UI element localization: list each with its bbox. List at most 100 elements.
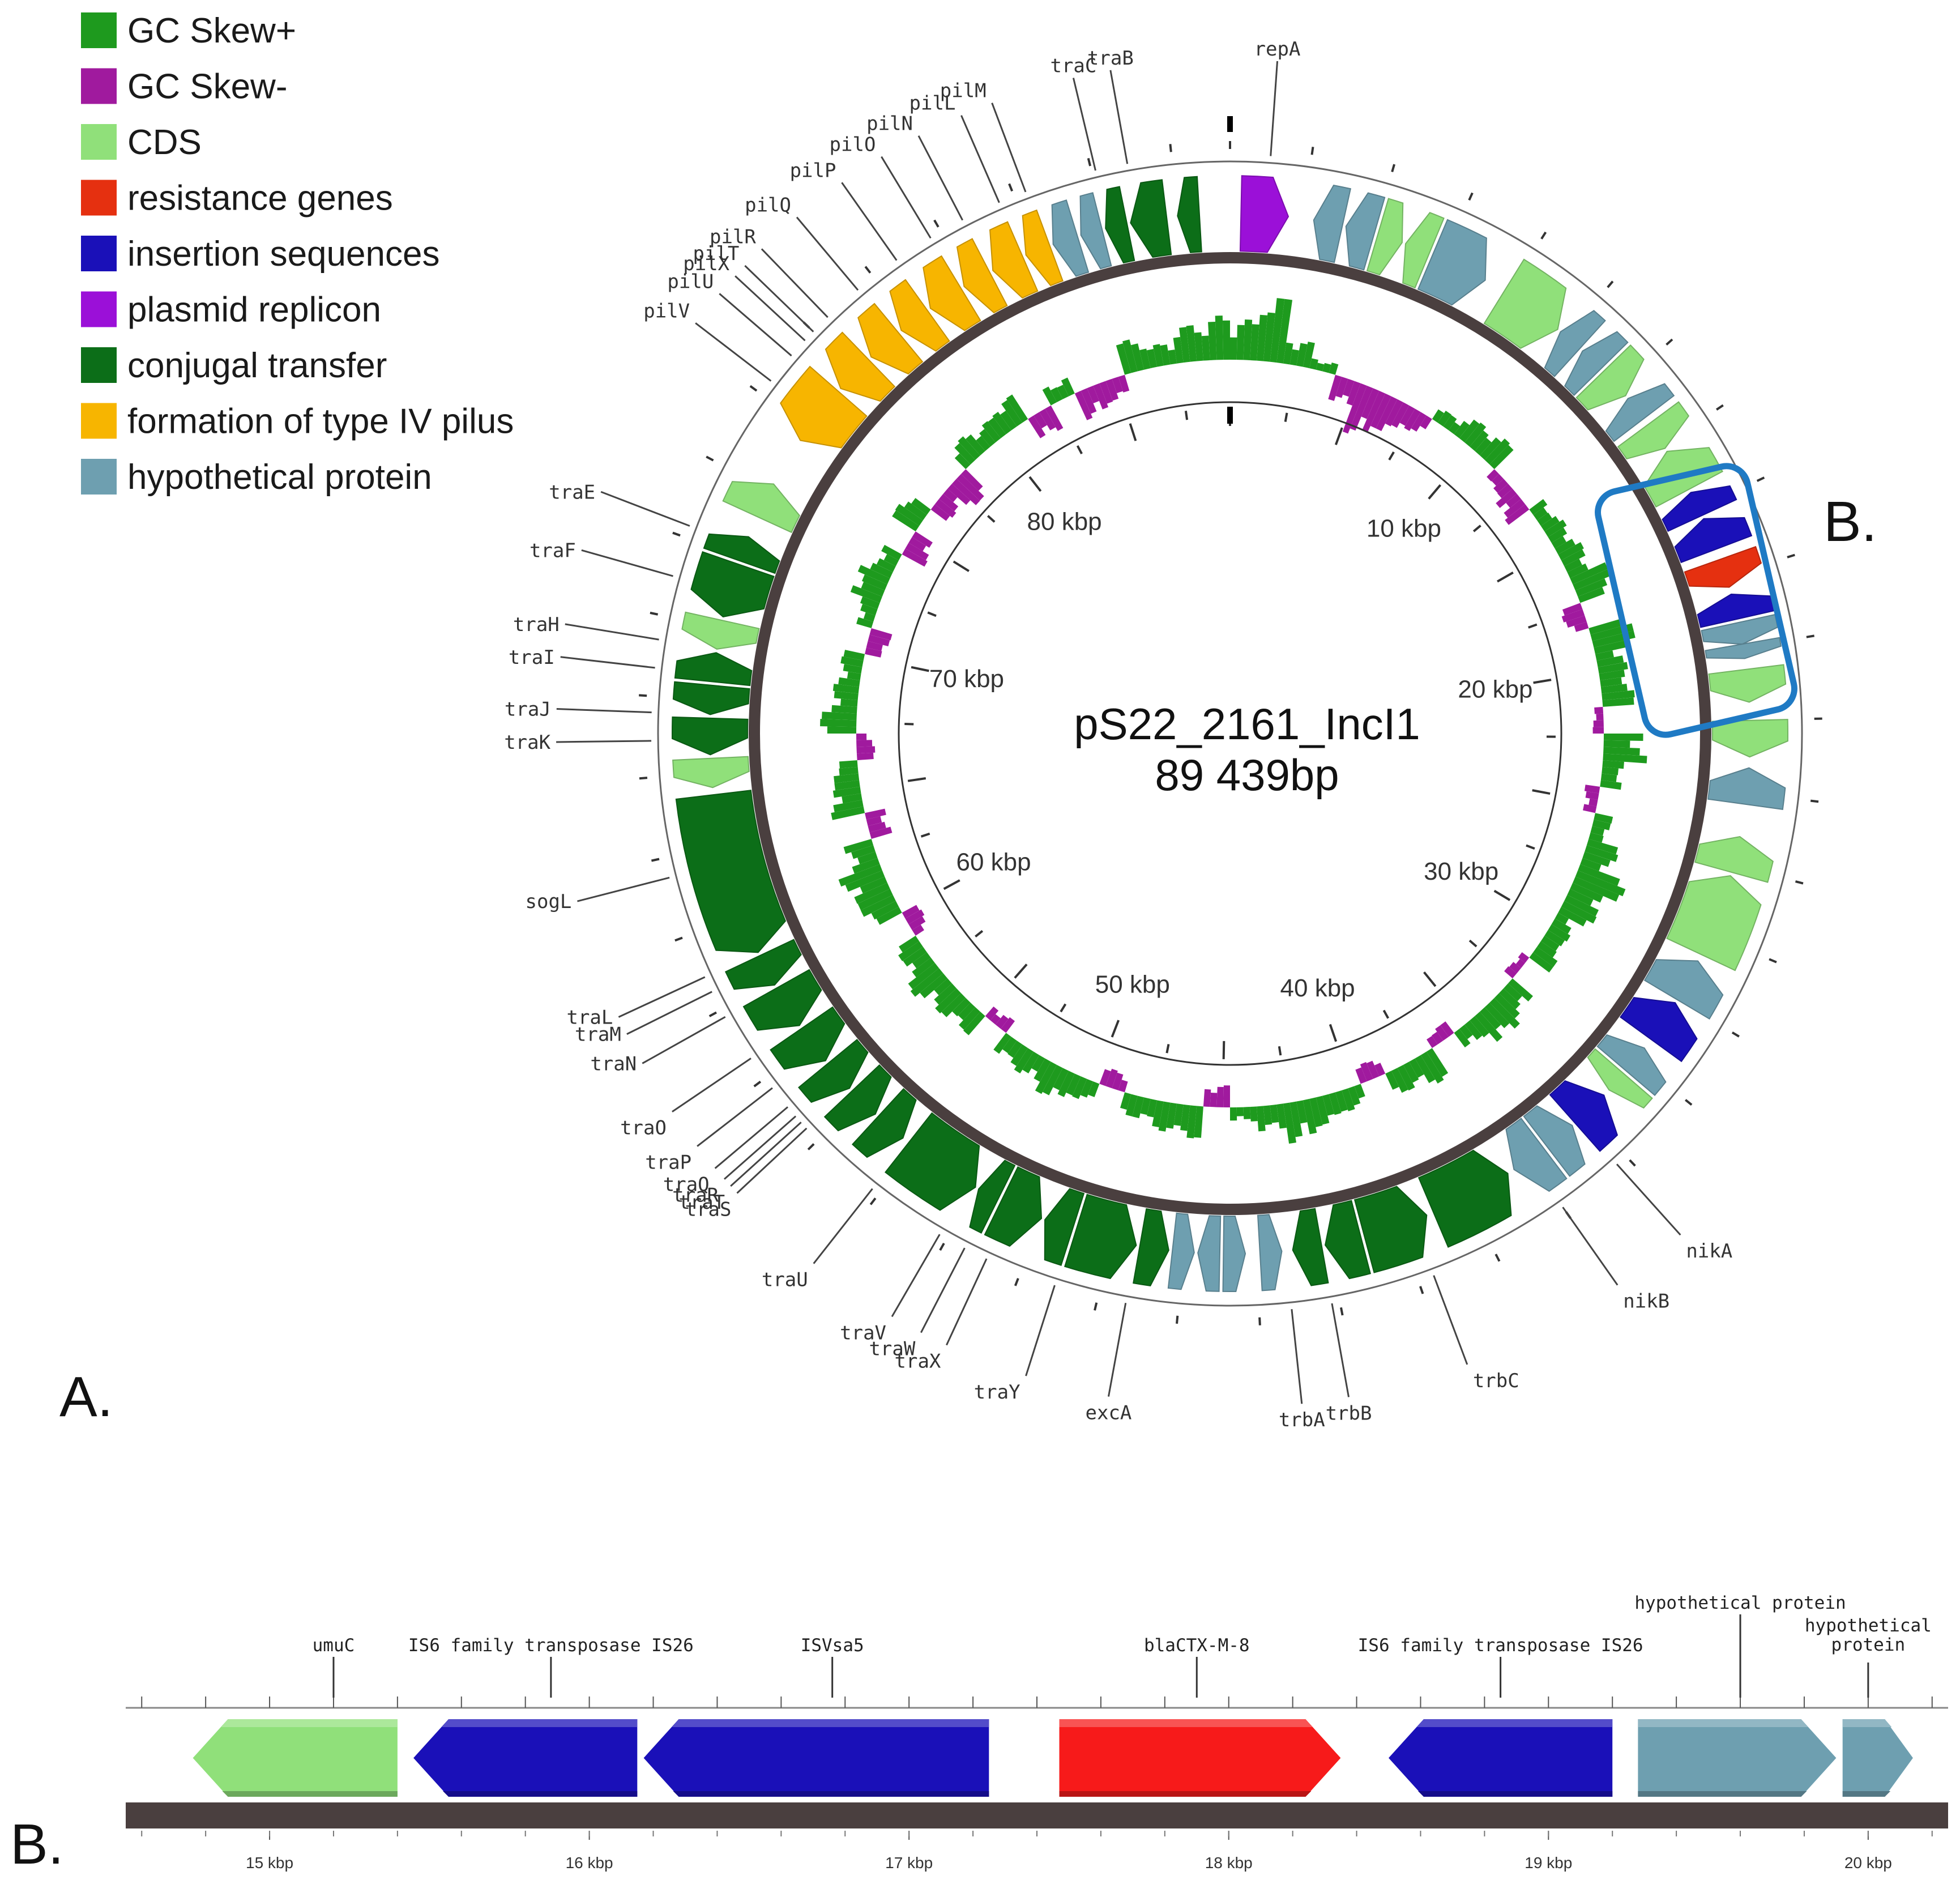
gc-skew-positive	[1270, 1104, 1279, 1123]
gc-skew-positive	[934, 983, 956, 1005]
gene-leader	[719, 293, 792, 357]
outer-tick	[1810, 799, 1819, 803]
linear-feature-insertion	[643, 1719, 989, 1797]
gc-skew-positive	[993, 1033, 1011, 1054]
inner-tick	[975, 930, 984, 937]
gc-skew-positive	[1354, 1084, 1365, 1099]
gc-skew-positive	[958, 436, 980, 460]
outer-tick	[672, 531, 681, 537]
gene-label-trbA: trbA	[1279, 1409, 1325, 1431]
plasmid-name: pS22_2161_IncI1	[1074, 699, 1420, 749]
gc-skew-negative	[905, 543, 929, 561]
gc-skew-positive	[1289, 349, 1300, 366]
linear-feature-shadow	[443, 1791, 638, 1797]
gene-leader	[841, 182, 898, 261]
gc-skew-positive	[1564, 559, 1582, 573]
inner-tick	[1129, 423, 1137, 441]
linear-feature-hypothetical	[1842, 1719, 1913, 1797]
gene-leader	[917, 135, 963, 221]
gc-skew-positive	[1603, 753, 1647, 764]
gc-skew-positive	[1007, 1041, 1023, 1058]
inner-tick	[1014, 964, 1028, 979]
outer-tick	[706, 455, 714, 462]
gc-skew-positive	[843, 664, 862, 674]
gc-skew-positive	[958, 1002, 976, 1020]
feature-pilus	[780, 365, 868, 449]
feature-hypothetical	[1257, 1214, 1283, 1291]
feature-conjugal	[823, 1064, 892, 1132]
gc-skew-positive	[1152, 344, 1164, 367]
linear-feature-shadow	[1638, 1791, 1807, 1797]
gc-skew-positive	[1420, 1051, 1444, 1084]
gc-skew-negative	[1505, 504, 1530, 525]
outer-tick	[1806, 634, 1814, 638]
gene-label-traB: traB	[1087, 47, 1134, 70]
gene-leader	[1562, 1207, 1619, 1286]
outer-tick	[869, 1197, 877, 1205]
feature-hypothetical	[1523, 1105, 1586, 1177]
inner-tick	[1528, 623, 1538, 629]
gc-skew-positive	[1348, 1086, 1361, 1106]
gc-skew-positive	[1122, 339, 1138, 373]
legend-label: formation of type IV pilus	[127, 402, 514, 441]
gene-leader	[813, 1188, 873, 1264]
gene-leader	[642, 1016, 726, 1064]
gc-skew-positive	[1057, 385, 1069, 399]
gc-skew-positive	[820, 719, 857, 727]
feature-pilus	[857, 302, 924, 375]
gc-skew-positive	[1140, 1097, 1151, 1115]
linear-tick-label: 15 kbp	[246, 1854, 293, 1872]
legend-swatch	[81, 403, 117, 439]
inner-tick	[943, 879, 960, 890]
feature-hypothetical	[1313, 185, 1352, 263]
feature-insertion	[1549, 1080, 1619, 1152]
gc-skew-positive	[852, 858, 880, 874]
gc-skew-negative	[1589, 798, 1598, 807]
gene-label-traO: traO	[620, 1117, 667, 1140]
feature-cds	[1483, 258, 1567, 349]
gc-skew-positive	[1270, 298, 1285, 363]
gc-skew-positive	[1309, 358, 1318, 370]
gc-skew-positive	[1459, 419, 1480, 443]
gc-skew-negative	[1093, 383, 1109, 410]
gc-skew-positive	[871, 901, 899, 920]
gene-label-traT: traT	[678, 1191, 725, 1214]
gene-leader	[881, 156, 932, 239]
feature-hypothetical	[1051, 199, 1090, 277]
gc-skew-positive	[1263, 1105, 1272, 1126]
linear-map: 15 kbp 16 kbp 17 kbp 18 kbp 19 kbp 20 kbp umuC…	[126, 1593, 1948, 1872]
feature-conjugal	[1292, 1208, 1329, 1286]
outer-tick	[749, 385, 758, 392]
inner-tick	[1111, 1020, 1120, 1038]
inner-tick	[907, 777, 926, 782]
linear-feature-insertion	[413, 1719, 638, 1797]
gc-skew-negative	[1203, 1089, 1211, 1107]
gc-skew-positive	[1014, 1048, 1034, 1074]
gene-label-traQ: traQ	[663, 1174, 710, 1196]
gc-skew-negative	[1099, 381, 1113, 404]
gc-skew-positive	[1180, 1104, 1190, 1131]
gc-skew-positive	[1385, 1071, 1399, 1090]
gc-skew-negative	[1585, 791, 1599, 800]
gc-skew-negative	[1328, 374, 1342, 401]
gc-skew-positive	[1130, 343, 1145, 372]
gene-leader	[556, 707, 652, 714]
gc-skew-positive	[1186, 1105, 1197, 1139]
gc-skew-negative	[912, 531, 933, 548]
gc-skew-positive	[1215, 316, 1224, 360]
outer-tick	[639, 694, 647, 697]
inner-tick	[1526, 844, 1535, 850]
gc-skew-negative	[1118, 374, 1130, 393]
gene-label-pilL: pilL	[909, 92, 956, 115]
linear-feature-label: IS6 family transposase IS26	[1358, 1635, 1643, 1656]
legend-swatch	[81, 124, 117, 160]
gc-skew-positive	[1034, 1058, 1051, 1082]
gc-skew-positive	[1582, 851, 1611, 867]
gc-skew-positive	[1296, 343, 1308, 367]
inner-tick	[920, 832, 930, 838]
gc-skew-negative	[869, 628, 893, 641]
feature-cds	[681, 611, 760, 650]
feature-conjugal	[1417, 1149, 1512, 1248]
gc-skew-negative	[1515, 958, 1526, 969]
feature-conjugal	[1325, 1200, 1371, 1280]
